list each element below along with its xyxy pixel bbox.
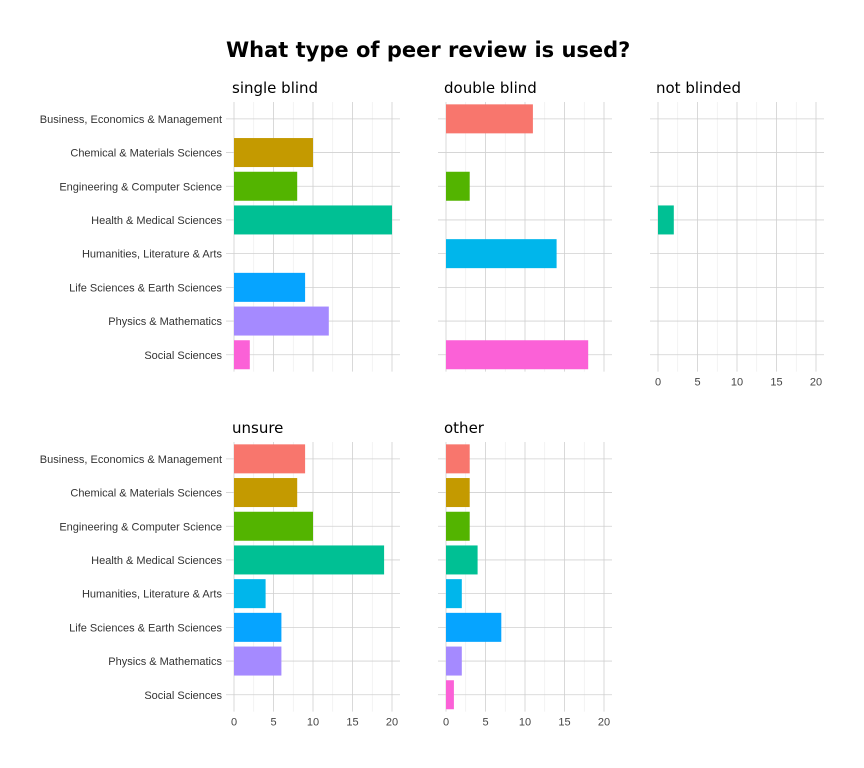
x-tick-label: 10 [731, 377, 743, 389]
category-tick-label: Chemical & Materials Sciences [70, 148, 222, 160]
bar [234, 478, 298, 508]
facet-panel: single blind Business, Economics & Manage… [40, 79, 400, 372]
x-tick-label: 20 [810, 377, 822, 389]
bar [446, 680, 454, 710]
category-tick-label: Engineering & Computer Science [59, 181, 222, 193]
category-tick-label: Chemical & Materials Sciences [70, 488, 222, 500]
category-tick-label: Business, Economics & Management [40, 454, 222, 466]
facet-label: not blinded [656, 79, 741, 97]
x-tick-label: 15 [346, 717, 358, 729]
bar [446, 171, 470, 201]
facet-panel: not blinded 0 5 10 15 20 [650, 79, 824, 389]
bar [234, 545, 385, 575]
chart-title: What type of peer review is used? [226, 38, 630, 62]
category-tick-label: Social Sciences [144, 690, 222, 702]
x-tick-label: 5 [694, 377, 700, 389]
facet-label: unsure [232, 419, 283, 437]
category-tick-label: Humanities, Literature & Arts [82, 589, 223, 601]
category-tick-label: Engineering & Computer Science [59, 521, 222, 533]
bar [658, 205, 674, 235]
bar [446, 340, 589, 370]
bar [446, 104, 533, 134]
x-tick-label: 5 [270, 717, 276, 729]
category-tick-label: Business, Economics & Management [40, 114, 222, 126]
bar [234, 612, 282, 642]
bar [234, 171, 298, 201]
x-tick-label: 0 [231, 717, 237, 729]
x-tick-label: 10 [307, 717, 319, 729]
facet-panel: other 0 5 10 15 20 [438, 419, 612, 729]
x-tick-label: 5 [482, 717, 488, 729]
category-tick-label: Physics & Mathematics [108, 656, 222, 668]
bar [234, 138, 313, 168]
bar [234, 340, 250, 370]
bar [234, 272, 306, 302]
x-tick-label: 15 [558, 717, 570, 729]
category-tick-label: Life Sciences & Earth Sciences [69, 282, 222, 294]
facet-label: double blind [444, 79, 537, 97]
bar [446, 545, 478, 575]
facet-panel: double blind [438, 79, 612, 372]
x-tick-label: 20 [598, 717, 610, 729]
bar [234, 444, 306, 474]
facet-label: other [444, 419, 485, 437]
facet-label: single blind [232, 79, 318, 97]
bar [234, 511, 313, 541]
category-tick-label: Physics & Mathematics [108, 316, 222, 328]
facet-panel: unsure Business, Economics & Management Ch… [40, 419, 400, 729]
bar [446, 511, 470, 541]
bar [446, 646, 462, 676]
bar [234, 646, 282, 676]
bar [234, 205, 392, 235]
category-tick-label: Life Sciences & Earth Sciences [69, 622, 222, 634]
category-tick-label: Humanities, Literature & Arts [82, 249, 223, 261]
bar [446, 579, 462, 609]
bar [446, 444, 470, 474]
x-tick-label: 0 [443, 717, 449, 729]
x-tick-label: 15 [770, 377, 782, 389]
x-tick-label: 10 [519, 717, 531, 729]
bar [234, 306, 329, 336]
bar [234, 579, 266, 609]
x-tick-label: 0 [655, 377, 661, 389]
facet-panels: single blind Business, Economics & Manage… [40, 79, 824, 729]
bar [446, 478, 470, 508]
x-tick-label: 20 [386, 717, 398, 729]
bar [446, 612, 502, 642]
category-tick-label: Social Sciences [144, 350, 222, 362]
category-tick-label: Health & Medical Sciences [91, 555, 222, 567]
bar [446, 239, 557, 269]
category-tick-label: Health & Medical Sciences [91, 215, 222, 227]
